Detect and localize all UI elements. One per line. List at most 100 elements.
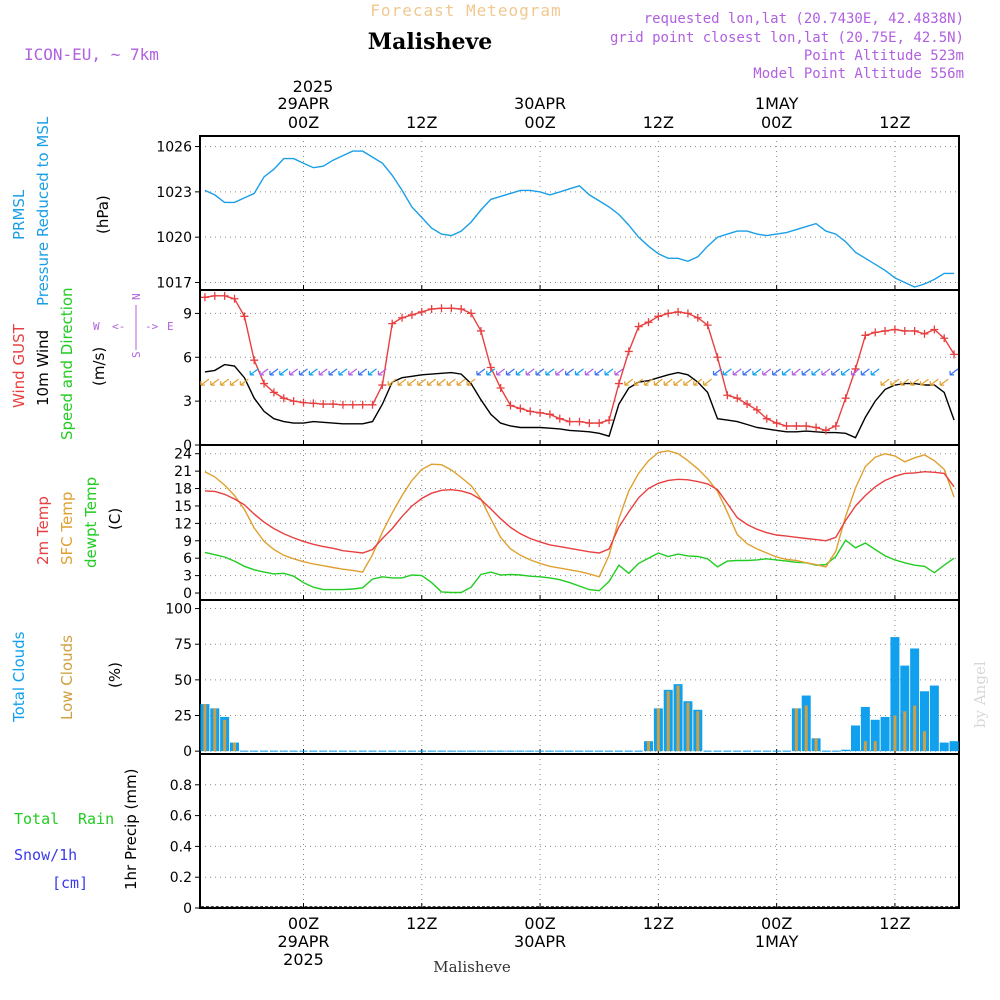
wind-gust-point	[693, 313, 702, 322]
wind-10m-label: 10m Wind	[34, 330, 52, 406]
wind-direction-arrow	[535, 368, 545, 376]
wind-direction-arrow	[811, 368, 821, 376]
precip-labels: Total Rain Snow/1h [cm] 1hr Precip (mm)	[14, 769, 140, 892]
panel-pressure: 1017 1020 1023 1026	[156, 135, 960, 291]
wind-direction-arrow	[781, 368, 791, 376]
wind-gust-point	[614, 379, 623, 388]
wind-direction-arrow	[634, 378, 644, 386]
wind-direction-arrow	[367, 368, 377, 376]
ytick-label-temperature: 3	[183, 569, 192, 585]
wind-gust-point	[220, 291, 229, 300]
total-cloud-bar	[860, 706, 870, 752]
wind-direction-arrow	[594, 368, 604, 376]
ytick-label-pressure: 1020	[156, 230, 192, 246]
wind-gust-point	[388, 319, 397, 328]
wind-gust-point	[545, 410, 554, 419]
ytick-label-temperature: 15	[174, 499, 192, 515]
ytick-label-precipitation: 0.8	[170, 778, 192, 794]
credit-label: by Angel	[971, 661, 989, 728]
ytick-label-wind: 0	[183, 438, 192, 454]
temp-dew-label: dewpt Temp	[82, 477, 100, 568]
wind-direction-arrow	[850, 368, 860, 376]
wind-direction-arrow	[860, 368, 870, 376]
wind-direction-arrow	[742, 368, 752, 376]
wind-gust-point	[792, 421, 801, 430]
panel-precipitation: 0 0.2 0.4 0.6 0.8	[170, 753, 960, 917]
wind-gust-point	[200, 293, 209, 302]
wind-gust-point	[831, 421, 840, 430]
pressure-line	[204, 150, 955, 288]
ytick-label-clouds: 100	[165, 602, 192, 618]
compass-east: E	[167, 320, 174, 333]
temp-labels: 2m Temp SFC Temp dewpt Temp (C)	[34, 477, 124, 568]
top-axis-hour: 12Z	[406, 113, 437, 132]
low-cloud-bar	[656, 708, 660, 752]
wind-gust-point	[437, 304, 446, 313]
location-title: Malisheve	[368, 29, 492, 55]
ytick-label-temperature: 21	[174, 464, 192, 480]
bottom-axis-line3: 2025	[283, 950, 324, 969]
bottom-axis-line1: 12Z	[406, 914, 437, 933]
low-cloud-bar	[873, 741, 877, 752]
wind-gust-point	[733, 394, 742, 403]
bottom-axis-line2: 29APR	[277, 932, 329, 951]
footer-location: Malisheve	[433, 958, 511, 976]
top-axis-hour: 00Z	[288, 113, 319, 132]
wind-gust-point	[486, 363, 495, 372]
ytick-label-temperature: 0	[183, 586, 192, 602]
wind-gust-point	[821, 426, 830, 435]
wind-gust-point	[654, 312, 663, 321]
wind-dir-label: Speed and Direction	[58, 287, 76, 440]
wind-direction-arrow	[210, 378, 220, 386]
low-cloud-bar	[666, 691, 670, 752]
top-axis-year: 2025	[293, 77, 334, 96]
wind-gust-point	[506, 401, 515, 410]
wind-gust-point	[743, 400, 752, 409]
wind-gust-point	[260, 379, 269, 388]
ytick-label-temperature: 12	[174, 516, 192, 532]
wind-direction-arrow	[614, 368, 624, 376]
wind-gust-point	[536, 408, 545, 417]
frame-pressure	[199, 135, 960, 291]
bottom-axis-line1: 12Z	[879, 914, 910, 933]
wind-direction-arrow	[545, 368, 555, 376]
wind-gust-point	[368, 400, 377, 409]
precip-snow-label: Snow/1h	[14, 846, 77, 864]
wind-gust-point	[634, 322, 643, 331]
wind-gust-point	[230, 294, 239, 303]
low-cloud-bar	[647, 741, 650, 752]
wind-gust-point	[565, 417, 574, 426]
wind-gust-point	[299, 398, 308, 407]
wind-direction-arrow	[298, 368, 308, 376]
total-cloud-bar	[920, 691, 929, 752]
ytick-label-pressure: 1023	[156, 185, 192, 201]
top-axis-hour: 12Z	[643, 113, 674, 132]
precip-rain-label: Rain	[78, 810, 114, 828]
low-cloud-bar	[903, 711, 907, 752]
wind-gust-point	[240, 312, 249, 321]
low-cloud-bar	[804, 705, 808, 752]
wind-direction-arrow	[949, 368, 959, 376]
wind-gust-point	[861, 331, 870, 340]
wind-direction-arrow	[732, 368, 742, 376]
wind-gust-point	[674, 307, 683, 316]
wind-gust-point	[427, 305, 436, 314]
wind-gust-point	[881, 326, 890, 335]
wind-gust-point	[920, 329, 929, 338]
wind-gust-point	[447, 304, 456, 313]
wind-direction-arrow	[279, 368, 289, 376]
wind-direction-arrow	[870, 368, 880, 376]
total-cloud-bar	[890, 637, 900, 752]
wind-direction-arrow	[683, 378, 693, 386]
bottom-axis-line2: 30APR	[514, 932, 566, 951]
wind-direction-arrow	[348, 368, 358, 376]
temp-unit: (C)	[106, 508, 124, 530]
wind-gust-point	[575, 417, 584, 426]
wind-direction-arrow	[259, 368, 269, 376]
temp-sfc-label: SFC Temp	[58, 492, 76, 565]
low-cloud-bar	[233, 742, 236, 752]
compass-west: W	[93, 320, 100, 333]
